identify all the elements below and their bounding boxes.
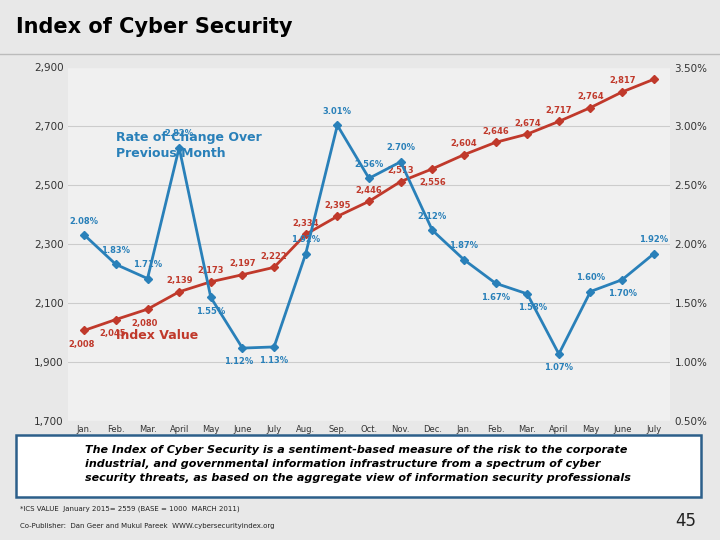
Text: 2.82%: 2.82%	[165, 129, 194, 138]
Text: 1.13%: 1.13%	[259, 356, 289, 366]
Text: 2,556: 2,556	[419, 178, 446, 187]
Text: *ICS VALUE  January 2015= 2559 (BASE = 1000  MARCH 2011): *ICS VALUE January 2015= 2559 (BASE = 10…	[20, 505, 240, 511]
Text: 2,764: 2,764	[577, 92, 604, 101]
Text: 2.08%: 2.08%	[70, 217, 99, 226]
Text: 2.56%: 2.56%	[354, 160, 384, 169]
Text: 1.70%: 1.70%	[608, 289, 636, 298]
Text: 2.12%: 2.12%	[418, 212, 447, 221]
Text: 2,446: 2,446	[356, 186, 382, 195]
Text: 2,008: 2,008	[68, 340, 94, 349]
Text: 2,197: 2,197	[229, 259, 256, 268]
Text: 2,817: 2,817	[609, 76, 635, 85]
Text: 1.55%: 1.55%	[196, 307, 225, 316]
Text: 1.67%: 1.67%	[481, 293, 510, 302]
Text: 3.01%: 3.01%	[323, 107, 352, 116]
Text: 1.87%: 1.87%	[449, 241, 478, 250]
Text: 2.70%: 2.70%	[386, 144, 415, 152]
Text: 2,222: 2,222	[261, 252, 287, 261]
Text: 2,395: 2,395	[324, 201, 351, 210]
Text: 2,045: 2,045	[100, 329, 127, 338]
FancyBboxPatch shape	[17, 435, 701, 497]
Text: Index of Cyber Security: Index of Cyber Security	[16, 17, 292, 37]
Text: 2,334: 2,334	[292, 219, 319, 228]
Text: 2,604: 2,604	[451, 139, 477, 148]
Text: Co-Publisher:  Dan Geer and Mukul Pareek  WWW.cybersecurityindex.org: Co-Publisher: Dan Geer and Mukul Pareek …	[20, 523, 274, 529]
Text: 2,717: 2,717	[546, 106, 572, 115]
Text: Rate of Change Over
Previous Month: Rate of Change Over Previous Month	[117, 131, 262, 160]
Text: 1.92%: 1.92%	[291, 235, 320, 245]
Text: 2,646: 2,646	[482, 127, 509, 136]
Text: 1.07%: 1.07%	[544, 363, 573, 373]
Text: 45: 45	[675, 511, 696, 530]
Text: 2,513: 2,513	[387, 166, 414, 175]
Text: 1.12%: 1.12%	[224, 357, 253, 367]
Text: 1.83%: 1.83%	[102, 246, 130, 255]
Text: 1.71%: 1.71%	[133, 260, 162, 269]
Text: 2,674: 2,674	[514, 118, 541, 127]
Text: 1.92%: 1.92%	[639, 235, 668, 245]
Text: 2,173: 2,173	[197, 266, 224, 275]
Text: The Index of Cyber Security is a sentiment-based measure of the risk to the corp: The Index of Cyber Security is a sentime…	[85, 446, 631, 483]
Text: 1.58%: 1.58%	[518, 303, 547, 312]
Text: 1.60%: 1.60%	[576, 273, 605, 282]
Text: Index Value: Index Value	[117, 329, 199, 342]
Text: 2,139: 2,139	[166, 276, 192, 285]
Text: 2,080: 2,080	[132, 319, 158, 328]
